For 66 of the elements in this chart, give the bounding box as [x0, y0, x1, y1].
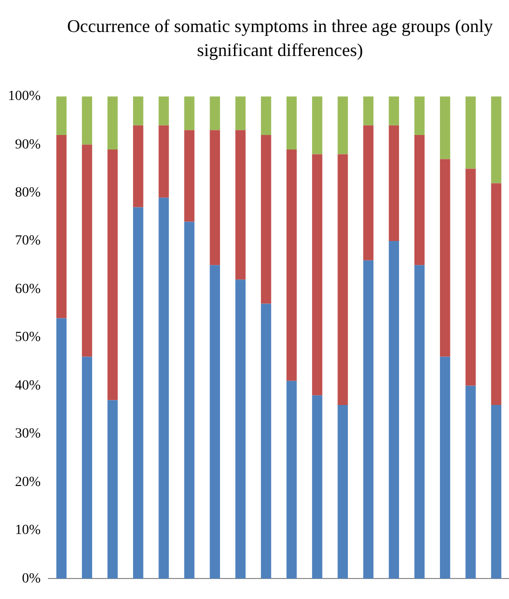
- bar: [338, 154, 348, 406]
- bar: [286, 96, 297, 150]
- bar: [82, 356, 92, 579]
- bar: [210, 96, 220, 130]
- bar: [388, 96, 400, 126]
- bar: [184, 96, 194, 130]
- bar: [466, 168, 476, 386]
- bar: [491, 96, 502, 184]
- chart-title: Occurrence of somatic symptoms in three age groups (only significant differences): [66, 15, 494, 62]
- bar: [158, 96, 169, 126]
- bar: [56, 134, 67, 318]
- bar: [414, 96, 425, 135]
- bar: [235, 130, 246, 280]
- bar: [107, 149, 118, 400]
- y-tick-label: 50%: [14, 330, 41, 346]
- bar: [158, 198, 169, 579]
- bar: [133, 207, 144, 579]
- bar: [260, 96, 272, 135]
- bar: [414, 134, 425, 266]
- y-tick-label: 80%: [14, 186, 41, 201]
- bar: [235, 280, 246, 579]
- y-tick-label: 70%: [14, 234, 41, 249]
- bar: [158, 125, 169, 198]
- y-tick-label: 100%: [8, 89, 41, 104]
- bar: [107, 96, 118, 150]
- y-tick-label: 10%: [14, 523, 41, 538]
- bar: [491, 183, 502, 406]
- bar: [440, 159, 450, 357]
- bar: [466, 386, 476, 579]
- bar: [184, 130, 194, 222]
- bar: [312, 96, 322, 154]
- y-tick-label: 30%: [14, 426, 41, 442]
- bar: [133, 96, 144, 126]
- bar: [82, 96, 92, 145]
- bar: [363, 260, 374, 579]
- y-tick-label: 40%: [14, 378, 41, 394]
- bar: [82, 144, 92, 357]
- bar: [440, 96, 450, 160]
- bar: [286, 380, 297, 579]
- bar: [184, 222, 194, 579]
- bar: [210, 265, 220, 579]
- bar: [491, 405, 502, 579]
- bar: [466, 96, 476, 169]
- bar: [210, 130, 220, 266]
- bar: [56, 96, 67, 135]
- bar: [312, 154, 322, 396]
- bar: [235, 96, 246, 130]
- bar: [363, 125, 374, 260]
- y-tick-label: 20%: [14, 474, 41, 490]
- bar: [312, 395, 322, 579]
- bar: [388, 241, 400, 579]
- bar: [107, 400, 118, 579]
- bar: [133, 125, 144, 208]
- y-tick-label: 60%: [14, 282, 41, 297]
- bar: [440, 356, 450, 579]
- bar: [260, 304, 272, 579]
- y-tick-label: 0%: [22, 571, 41, 586]
- bar: [338, 405, 348, 579]
- bar: [260, 134, 272, 304]
- bar: [338, 96, 348, 154]
- bar: [414, 265, 425, 579]
- bar: [363, 96, 374, 126]
- bar: [56, 318, 67, 579]
- y-tick-label: 90%: [14, 137, 41, 152]
- bar: [286, 149, 297, 381]
- bar: [388, 125, 400, 242]
